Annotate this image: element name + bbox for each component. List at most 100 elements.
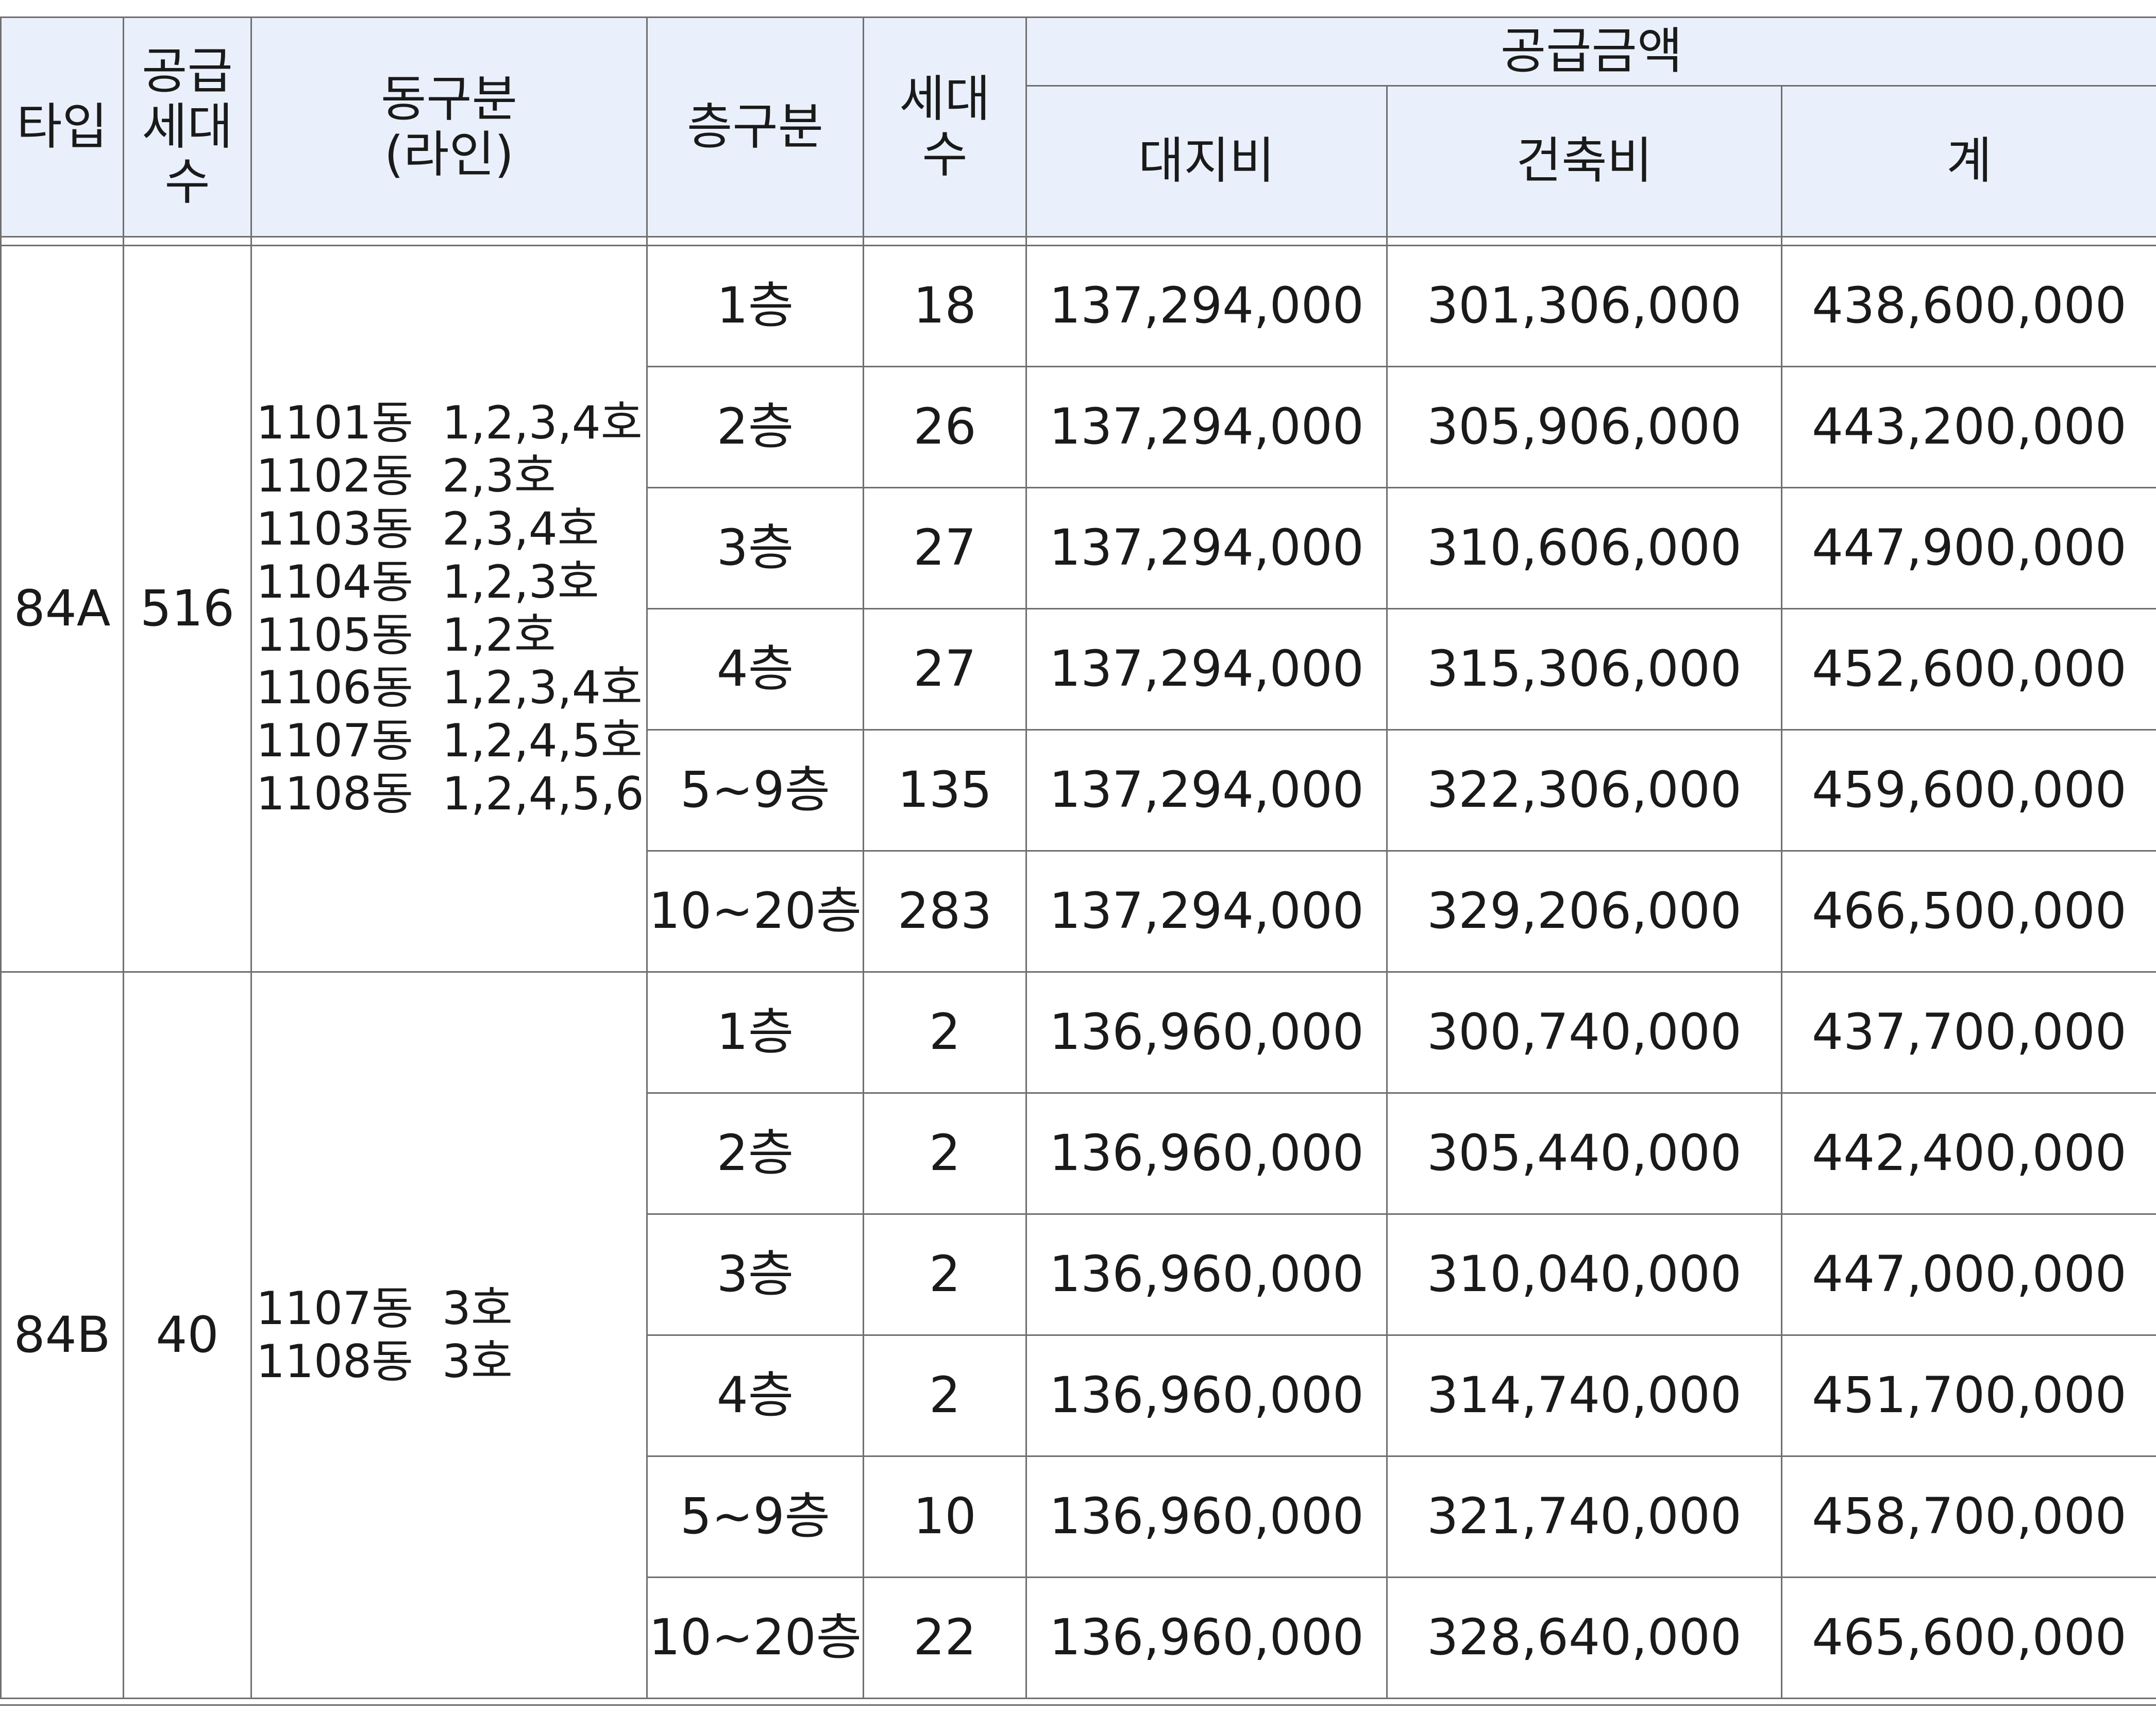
floor-cell: 5~9층 — [646, 1455, 864, 1578]
total-cell: 447,000,000 — [1780, 1213, 2156, 1336]
supply-units-cell: 516 — [123, 245, 252, 973]
floor-cell: 1층 — [646, 245, 864, 367]
total-cell: 465,600,000 — [1780, 1577, 2156, 1699]
units-cell: 283 — [863, 850, 1027, 973]
total-cell: 442,400,000 — [1780, 1092, 2156, 1215]
total-cell: 451,700,000 — [1780, 1334, 2156, 1457]
header-units: 세대 수 — [863, 16, 1027, 238]
land-cost-cell: 137,294,000 — [1025, 729, 1388, 852]
construction-cost-cell: 305,440,000 — [1386, 1092, 1782, 1215]
floor-cell: 4층 — [646, 608, 864, 731]
land-cost-cell: 137,294,000 — [1025, 608, 1388, 731]
table-row: 84A 516 1101동 1,2,3,4호 1102동 2,3호 1103동 2,3,… — [0, 245, 2156, 973]
floor-cell: 3층 — [646, 487, 864, 609]
land-cost-cell: 137,294,000 — [1025, 850, 1388, 973]
land-cost-cell: 136,960,000 — [1025, 971, 1388, 1094]
units-cell: 2 — [863, 1213, 1027, 1336]
building-line-item: 1105동 1,2호 — [256, 608, 556, 662]
building-line-item: 1108동 3호 — [256, 1334, 513, 1388]
total-cell: 438,600,000 — [1780, 245, 2156, 367]
land-cost-cell: 137,294,000 — [1025, 487, 1388, 609]
header-divider — [1780, 236, 2156, 246]
floor-cell: 1층 — [646, 971, 864, 1094]
units-cell: 27 — [863, 487, 1027, 609]
construction-cost-cell: 315,306,000 — [1386, 608, 1782, 731]
header-divider — [1025, 236, 1388, 246]
header-supply-units-line: 수 — [164, 153, 210, 211]
construction-cost-cell: 322,306,000 — [1386, 729, 1782, 852]
construction-cost-cell: 305,906,000 — [1386, 366, 1782, 488]
table-row: 4층 27 137,294,000 315,306,000 452,600,000 — [1, 608, 2156, 731]
header-divider — [123, 236, 252, 246]
units-cell: 2 — [863, 1334, 1027, 1457]
header-units-line: 세대 — [899, 70, 990, 128]
bottom-rule — [0, 1704, 2156, 1706]
construction-cost-cell: 328,640,000 — [1386, 1577, 1782, 1699]
floor-cell: 2층 — [646, 366, 864, 488]
header-floor: 층구분 — [646, 16, 864, 238]
total-cell: 458,700,000 — [1780, 1455, 2156, 1578]
table-row: 10~20층 283 137,294,000 329,206,000 466,500,0… — [1, 850, 2156, 973]
header-land-cost: 대지비 — [1025, 85, 1388, 238]
construction-cost-cell: 300,740,000 — [1386, 971, 1782, 1094]
total-cell: 452,600,000 — [1780, 608, 2156, 731]
land-cost-cell: 136,960,000 — [1025, 1334, 1388, 1457]
header-building-line-text: 동구분 — [381, 70, 517, 128]
units-cell: 10 — [863, 1455, 1027, 1578]
building-lines-cell: 1107동 3호 1108동 3호 — [250, 971, 648, 1699]
construction-cost-cell: 301,306,000 — [1386, 245, 1782, 367]
construction-cost-cell: 314,740,000 — [1386, 1334, 1782, 1457]
header-supply-amount: 공급금액 — [1025, 16, 2156, 87]
construction-cost-cell: 321,740,000 — [1386, 1455, 1782, 1578]
building-line-item: 1101동 1,2,3,4호 — [256, 396, 643, 449]
header-supply-units-line: 공급 — [142, 42, 233, 100]
table-row: 5~9층 135 137,294,000 322,306,000 459,600,000 — [1, 729, 2156, 852]
construction-cost-cell: 310,040,000 — [1386, 1213, 1782, 1336]
total-cell: 466,500,000 — [1780, 850, 2156, 973]
land-cost-cell: 136,960,000 — [1025, 1577, 1388, 1699]
floor-cell: 2층 — [646, 1092, 864, 1215]
land-cost-cell: 137,294,000 — [1025, 245, 1388, 367]
header-construction-cost: 건축비 — [1386, 85, 1782, 238]
header-divider — [863, 236, 1027, 246]
supply-price-table: 타입 공급 세대 수 동구분 (라인) 층구분 세대 수 공급금액 대지비 건축… — [0, 16, 2156, 1699]
floor-cell: 10~20층 — [646, 850, 864, 973]
land-cost-cell: 137,294,000 — [1025, 366, 1388, 488]
floor-cell: 5~9층 — [646, 729, 864, 852]
table-row: 3층 2 136,960,000 310,040,000 447,000,000 — [1, 1213, 2156, 1336]
land-cost-cell: 136,960,000 — [1025, 1455, 1388, 1578]
type-cell: 84B — [0, 971, 124, 1699]
header-divider — [250, 236, 648, 246]
table-row: 2층 2 136,960,000 305,440,000 442,400,000 — [1, 1092, 2156, 1215]
header-divider — [1386, 236, 1782, 246]
building-line-item: 1102동 2,3호 — [256, 449, 556, 502]
building-line-item: 1104동 1,2,3호 — [256, 555, 599, 608]
total-cell: 437,700,000 — [1780, 971, 2156, 1094]
total-cell: 459,600,000 — [1780, 729, 2156, 852]
total-cell: 443,200,000 — [1780, 366, 2156, 488]
header-supply-units-line: 세대 — [142, 97, 233, 156]
table-body: 84A 516 1101동 1,2,3,4호 1102동 2,3호 1103동 2,3,… — [0, 245, 2156, 1699]
total-cell: 447,900,000 — [1780, 487, 2156, 609]
supply-units-cell: 40 — [123, 971, 252, 1699]
table-row: 10~20층 22 136,960,000 328,640,000 465,600,00… — [1, 1577, 2156, 1699]
building-line-item: 1106동 1,2,3,4호 — [256, 661, 643, 715]
building-line-item: 1108동 1,2,4,5,6호 — [256, 767, 647, 821]
header-units-line: 수 — [922, 125, 968, 183]
units-cell: 2 — [863, 971, 1027, 1094]
construction-cost-cell: 310,606,000 — [1386, 487, 1782, 609]
building-line-item: 1107동 3호 — [256, 1281, 513, 1335]
land-cost-cell: 136,960,000 — [1025, 1092, 1388, 1215]
floor-cell: 3층 — [646, 1213, 864, 1336]
units-cell: 18 — [863, 245, 1027, 367]
units-cell: 2 — [863, 1092, 1027, 1215]
table-row: 2층 26 137,294,000 305,906,000 443,200,000 — [1, 366, 2156, 488]
price-table-container: 타입 공급 세대 수 동구분 (라인) 층구분 세대 수 공급금액 대지비 건축… — [0, 16, 2156, 1699]
header-building-line-text: (라인) — [384, 125, 514, 183]
floor-cell: 10~20층 — [646, 1577, 864, 1699]
table-row: 4층 2 136,960,000 314,740,000 451,700,000 — [1, 1334, 2156, 1457]
building-lines-cell: 1101동 1,2,3,4호 1102동 2,3호 1103동 2,3,4호 1104… — [250, 245, 648, 973]
header-supply-units: 공급 세대 수 — [123, 16, 252, 238]
header-type: 타입 — [0, 16, 124, 238]
building-line-item: 1103동 2,3,4호 — [256, 502, 599, 555]
